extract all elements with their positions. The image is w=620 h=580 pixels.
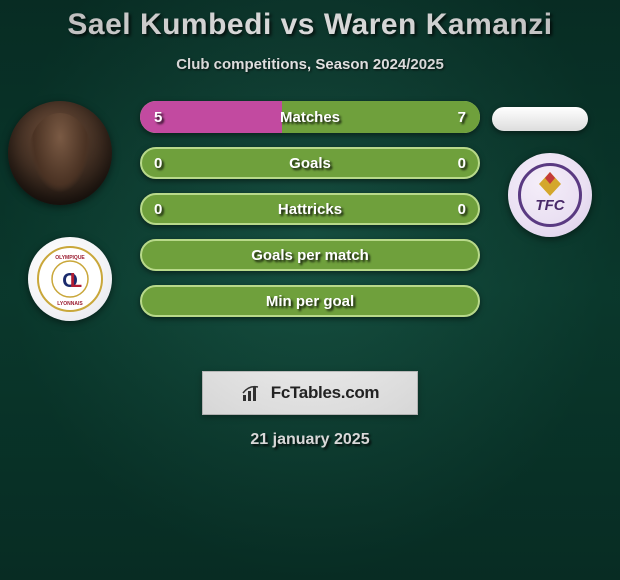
svg-text:OLYMPIQUE: OLYMPIQUE: [55, 255, 85, 261]
bar-track: [140, 239, 480, 271]
brand-box: FcTables.com: [202, 371, 418, 415]
svg-text:TFC: TFC: [535, 197, 565, 214]
stat-bars: 57Matches00Goals00HattricksGoals per mat…: [140, 101, 480, 317]
bar-track: [140, 147, 480, 179]
club-badge-right: TFC: [508, 153, 592, 237]
bar-value-left: 0: [154, 147, 162, 179]
stat-bar: 00Goals: [140, 147, 480, 179]
ol-badge-icon: OLYMPIQUE LYONNAIS O L: [36, 245, 104, 313]
bar-value-right: 0: [458, 193, 466, 225]
stat-bar: Goals per match: [140, 239, 480, 271]
player-right-avatar: [492, 107, 588, 131]
svg-text:LYONNAIS: LYONNAIS: [57, 301, 83, 307]
bar-value-left: 0: [154, 193, 162, 225]
date-label: 21 january 2025: [0, 431, 620, 449]
page-title: Sael Kumbedi vs Waren Kamanzi: [0, 0, 620, 42]
bar-value-left: 5: [154, 101, 162, 133]
subtitle: Club competitions, Season 2024/2025: [0, 56, 620, 73]
player-left-avatar: [8, 101, 112, 205]
brand-text: FcTables.com: [271, 383, 380, 403]
stat-bar: 57Matches: [140, 101, 480, 133]
tfc-badge-icon: TFC: [518, 163, 582, 227]
club-badge-left: OLYMPIQUE LYONNAIS O L: [28, 237, 112, 321]
bar-fill-right: [282, 101, 480, 133]
stat-bar: Min per goal: [140, 285, 480, 317]
bar-value-right: 0: [458, 147, 466, 179]
bar-track: [140, 193, 480, 225]
comparison-panel: OLYMPIQUE LYONNAIS O L TFC 57Matches00Go…: [0, 101, 620, 351]
svg-text:L: L: [70, 270, 82, 292]
stat-bar: 00Hattricks: [140, 193, 480, 225]
bar-value-right: 7: [458, 101, 466, 133]
bar-track: [140, 285, 480, 317]
brand-chart-icon: [241, 383, 265, 403]
